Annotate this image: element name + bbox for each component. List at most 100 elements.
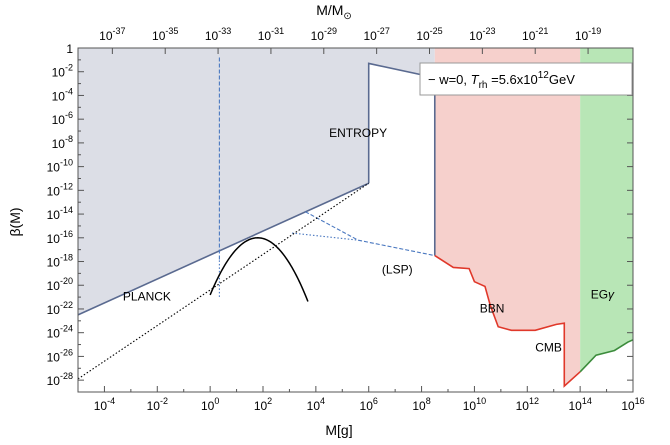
y-tick-label-14: 10-28	[47, 371, 73, 388]
y-tick-label-14-exp: -28	[60, 371, 73, 381]
curve-layer	[209, 237, 309, 302]
bbn-cmb-boundary	[434, 254, 581, 388]
x-top-tick-label-2-base: 10	[205, 29, 219, 43]
x-top-tick-label-6: 10-25	[416, 26, 442, 43]
legend-box	[419, 62, 633, 96]
legend-middle: =5.6x10	[488, 72, 538, 87]
y-tick-label-13: 10-26	[47, 347, 73, 364]
x-tick-label-1: 10-2	[147, 396, 168, 413]
x-tick-label-9: 1014	[568, 396, 591, 413]
x-tick-label-1-base: 10	[147, 399, 161, 413]
legend-text: − w=0, Trh =5.6x1012GeV	[428, 70, 575, 91]
y-tick-label-12-base: 10	[47, 327, 61, 341]
x-top-tick-label-7-exp: -23	[483, 26, 496, 36]
regions-layer	[78, 48, 633, 387]
x-tick-label-2: 100	[201, 396, 219, 413]
x-tick-label-4-exp: 4	[320, 396, 325, 406]
x-top-tick-label-5: 10-27	[363, 26, 389, 43]
tick-labels-layer: 10-4 10-2 100 102 104 106 108 1010 1012 1014 10161…	[47, 26, 645, 413]
label-bbn: BBN	[480, 302, 505, 316]
x-tick-label-7-exp: 10	[476, 396, 486, 406]
x-tick-label-10: 1016	[621, 396, 644, 413]
x-top-tick-label-4: 10-29	[311, 26, 337, 43]
y-tick-label-8: 10-16	[47, 229, 73, 246]
mass-function	[209, 237, 309, 302]
y-tick-label-3-base: 10	[52, 113, 66, 127]
y-tick-label-13-exp: -26	[60, 347, 73, 357]
y-tick-label-0-base: 1	[66, 42, 73, 56]
x-top-tick-label-0-base: 10	[99, 29, 113, 43]
y-tick-label-11-exp: -22	[60, 300, 73, 310]
y-tick-label-2-base: 10	[52, 89, 66, 103]
x-tick-label-6: 108	[412, 396, 430, 413]
x-top-tick-label-1-base: 10	[152, 29, 166, 43]
eg-gamma-region	[580, 48, 633, 372]
eg-gamma-boundary	[579, 339, 634, 373]
x-axis-title: M[g]	[325, 422, 352, 438]
label-entropy: ENTROPY	[329, 126, 387, 140]
y-tick-label-1: 10-2	[52, 63, 73, 80]
y-tick-label-6-exp: -12	[60, 181, 73, 191]
x-top-tick-label-0-exp: -37	[113, 26, 126, 36]
x-tick-label-2-exp: 0	[214, 396, 219, 406]
y-tick-label-5-base: 10	[47, 161, 61, 175]
x-tick-label-3-exp: 2	[267, 396, 272, 406]
x-tick-label-6-exp: 8	[426, 396, 431, 406]
x-tick-label-5: 106	[360, 396, 378, 413]
y-tick-label-2: 10-4	[52, 86, 73, 103]
y-tick-label-6-base: 10	[47, 184, 61, 198]
x-top-tick-label-6-base: 10	[416, 29, 430, 43]
x-top-tick-label-2-exp: -33	[218, 26, 231, 36]
legend-prefix: − w=0,	[428, 72, 471, 87]
y-tick-label-1-exp: -2	[65, 63, 73, 73]
y-tick-label-13-base: 10	[47, 350, 61, 364]
y-tick-label-4-base: 10	[52, 137, 66, 151]
x-top-tick-label-7-base: 10	[469, 29, 483, 43]
label-planck: PLANCK	[123, 290, 171, 304]
x-top-tick-label-8-exp: -21	[535, 26, 548, 36]
x-tick-label-0: 10-4	[94, 396, 115, 413]
x-top-tick-label-9-exp: -19	[588, 26, 601, 36]
y-tick-label-12: 10-24	[47, 324, 73, 341]
x-top-tick-label-5-base: 10	[363, 29, 377, 43]
ticks-layer	[77, 47, 634, 393]
x-tick-label-8-exp: 12	[529, 396, 539, 406]
y-tick-label-7-base: 10	[47, 208, 61, 222]
x-top-axis-title: M/M⊙	[316, 2, 352, 22]
y-tick-label-0: 1	[66, 42, 73, 56]
x-top-tick-label-9: 10-19	[575, 26, 601, 43]
x-top-tick-label-8: 10-21	[522, 26, 548, 43]
x-top-tick-label-4-exp: -29	[324, 26, 337, 36]
x-tick-label-9-base: 10	[568, 399, 582, 413]
x-top-tick-label-1: 10-35	[152, 26, 178, 43]
x-top-tick-label-1-exp: -35	[165, 26, 178, 36]
legend-t-sub: rh	[479, 80, 488, 91]
y-tick-label-3-exp: -6	[65, 110, 73, 120]
x-tick-label-3-base: 10	[254, 399, 268, 413]
y-tick-label-7: 10-14	[47, 205, 73, 222]
x-top-axis-title-main: M/M	[316, 2, 343, 18]
gray-region	[78, 48, 435, 315]
label-eg: EGγ	[591, 287, 615, 301]
x-top-tick-label-4-base: 10	[311, 29, 325, 43]
y-tick-label-8-exp: -16	[60, 229, 73, 239]
y-tick-label-9-exp: -18	[60, 253, 73, 263]
lsp-upper	[305, 211, 435, 257]
x-top-tick-label-9-base: 10	[575, 29, 589, 43]
x-top-tick-label-0: 10-37	[99, 26, 125, 43]
y-tick-label-2-exp: -4	[65, 86, 73, 96]
x-tick-label-10-exp: 16	[635, 396, 645, 406]
x-top-tick-label-3-exp: -31	[271, 26, 284, 36]
x-tick-label-4-base: 10	[307, 399, 321, 413]
label-cmb: CMB	[535, 341, 562, 355]
x-top-tick-label-3: 10-31	[258, 26, 284, 43]
y-tick-label-10-exp: -20	[60, 276, 73, 286]
planck-boundary	[77, 182, 370, 316]
planck-extension	[77, 182, 370, 380]
lines-layer	[77, 57, 634, 388]
y-tick-label-9-base: 10	[47, 256, 61, 270]
y-tick-label-11-base: 10	[47, 303, 61, 317]
legend-exp: 12	[538, 70, 550, 81]
y-tick-label-10: 10-20	[47, 276, 73, 293]
